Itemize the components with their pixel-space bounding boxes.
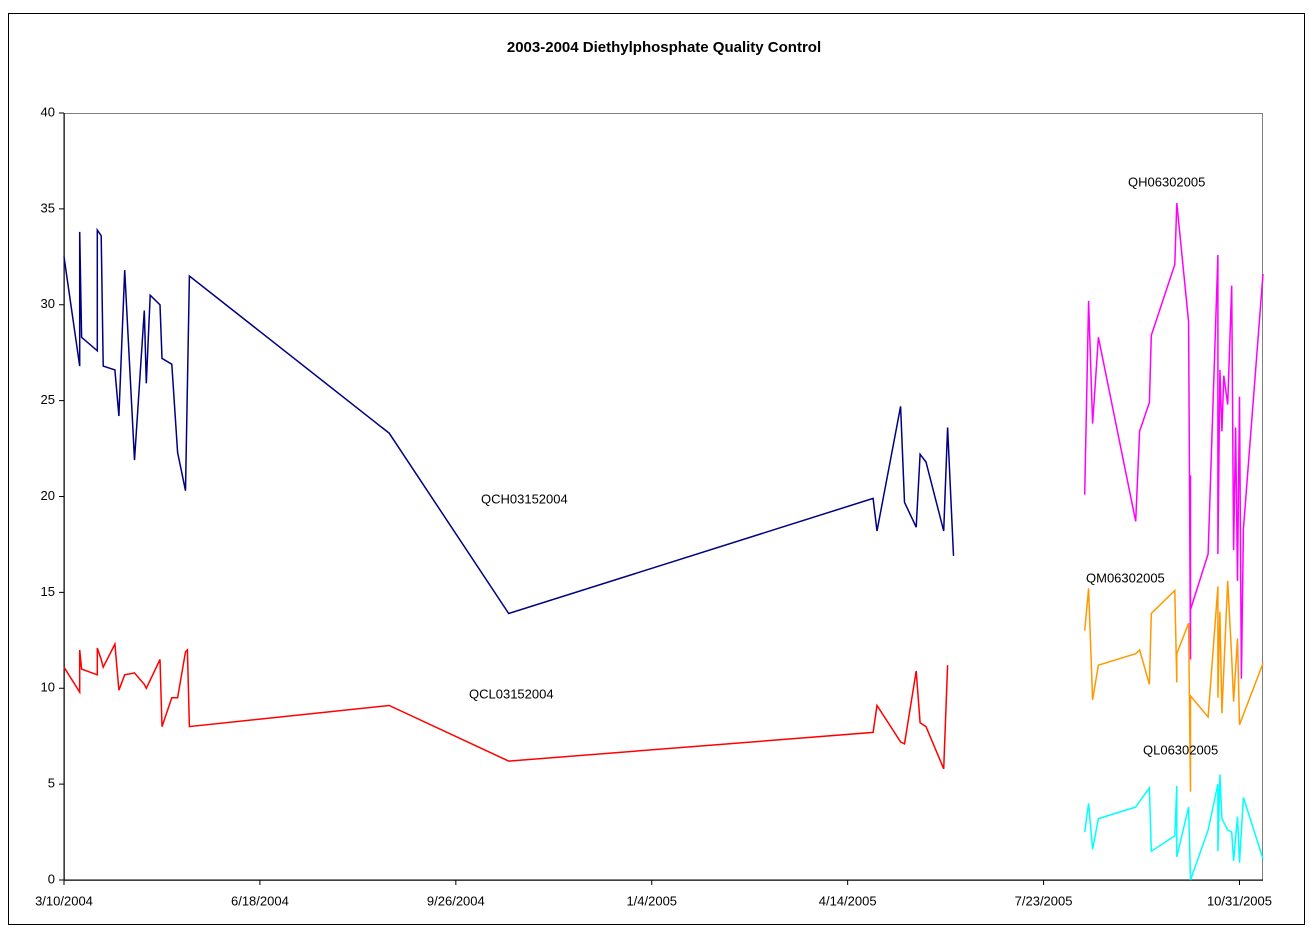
series-line [63,641,949,770]
series-line [1083,580,1264,792]
x-tick-label: 10/31/2005 [1207,893,1272,908]
series-label: QCH03152004 [481,491,568,506]
series-line [63,227,955,615]
x-tick-label: 7/23/2005 [1015,893,1073,908]
series-label: QCL03152004 [469,686,554,701]
x-tick-label: 4/14/2005 [819,893,877,908]
y-tick-label: 40 [41,104,55,119]
x-tick-label: 3/10/2004 [35,893,93,908]
series-label: QL06302005 [1143,742,1218,757]
series-line [1083,774,1264,881]
chart-title: 2003-2004 Diethylphosphate Quality Contr… [507,39,821,56]
series-label: QH06302005 [1128,174,1205,189]
y-tick-label: 30 [41,296,55,311]
series-label: QM06302005 [1086,570,1165,585]
x-tick-label: 9/26/2004 [427,893,485,908]
y-tick-label: 5 [48,776,55,791]
chart-border [8,13,1305,925]
y-tick-label: 20 [41,488,55,503]
y-tick-label: 15 [41,584,55,599]
x-tick-label: 6/18/2004 [231,893,289,908]
y-tick-label: 10 [41,680,55,695]
series-line [1083,203,1264,679]
y-tick-label: 25 [41,392,55,407]
y-tick-label: 35 [41,200,55,215]
y-tick-label: 0 [48,871,55,886]
x-tick-label: 1/4/2005 [626,893,677,908]
